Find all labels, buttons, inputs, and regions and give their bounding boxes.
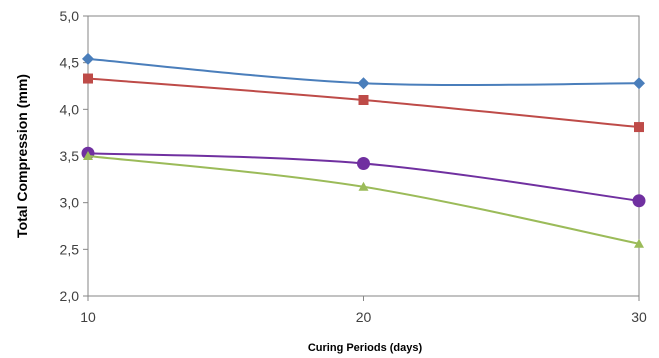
y-tick-label: 5,0 (60, 8, 80, 24)
data-point (83, 73, 93, 84)
y-tick-label: 4,0 (60, 101, 80, 117)
x-axis-ticks: 10 20 30 (80, 296, 647, 325)
data-point (632, 194, 646, 208)
y-tick-label: 3,0 (60, 195, 80, 211)
data-point (357, 156, 370, 170)
y-tick-label: 4,5 (60, 55, 80, 71)
x-axis-title: Curing Periods (days) (308, 342, 423, 354)
series-4 (83, 151, 644, 248)
data-point (634, 238, 644, 248)
data-point (358, 95, 369, 105)
x-tick-label: 30 (631, 309, 647, 325)
x-tick-label: 20 (356, 309, 372, 325)
series-2 (83, 73, 644, 133)
series-1 (82, 52, 645, 90)
data-point (357, 77, 370, 90)
series-layer (81, 52, 646, 248)
data-point (634, 122, 644, 133)
y-tick-label: 3,5 (60, 148, 80, 164)
data-point (633, 77, 645, 90)
data-point (358, 181, 369, 191)
y-tick-label: 2,0 (60, 288, 80, 304)
y-tick-label: 2,5 (60, 241, 80, 257)
x-tick-label: 10 (80, 309, 96, 325)
data-point (82, 52, 94, 65)
y-axis-title: Total Compression (mm) (14, 74, 30, 238)
data-point (83, 151, 93, 160)
